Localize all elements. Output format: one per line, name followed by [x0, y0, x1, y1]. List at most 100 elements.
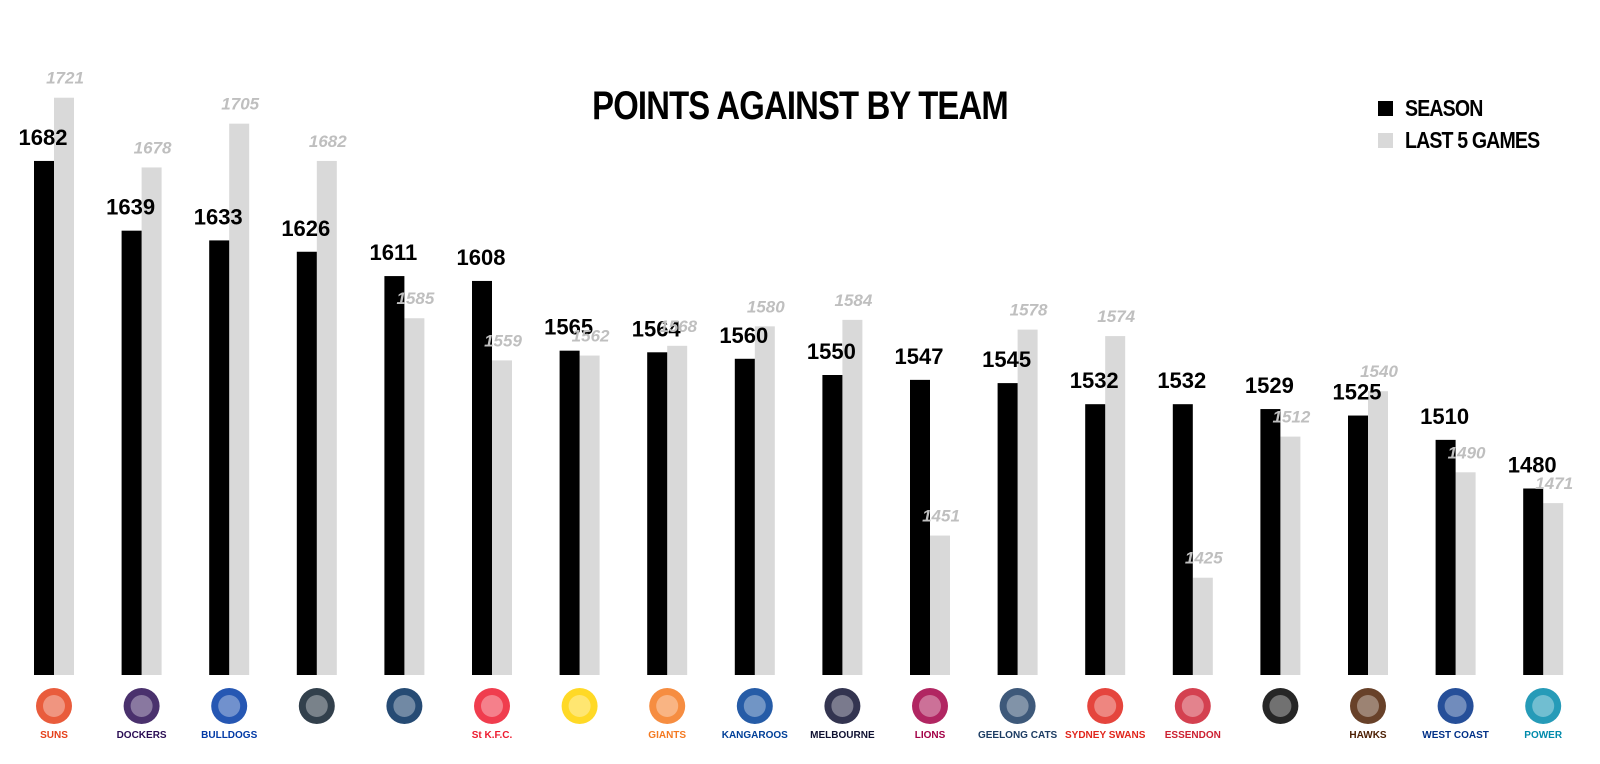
team-logo-power-icon	[1525, 688, 1562, 724]
bar-season-dockers	[121, 230, 142, 676]
label-season-st-k-f-c: 1608	[457, 245, 506, 270]
team-logo-suns-inner-icon	[43, 695, 65, 717]
bar-last5-bulldogs	[229, 123, 250, 675]
bar-season-power	[1523, 488, 1544, 675]
bar-season-bulldogs	[209, 240, 230, 676]
label-last5-collingwood: 1512	[1272, 408, 1310, 427]
team-logo-cats-inner-icon	[1006, 695, 1029, 717]
chart-title: POINTS AGAINST BY TEAM	[592, 84, 1009, 128]
team-logo-giants-icon	[649, 688, 686, 724]
bar-season-adelaide	[384, 276, 405, 675]
legend-label-season: SEASON	[1405, 94, 1483, 121]
bar-season-essendon	[1172, 404, 1193, 675]
label-last5-west-coast: 1490	[1448, 443, 1486, 462]
label-season-power: 1480	[1508, 453, 1557, 478]
team-logo-tigers-icon	[561, 688, 598, 724]
label-last5-giants: 1568	[659, 317, 697, 336]
team-logo-lions-text: LIONS	[915, 730, 946, 741]
team-logo-power-text: POWER	[1524, 730, 1563, 741]
label-last5-hawks: 1540	[1360, 362, 1398, 381]
label-last5-tigers: 1562	[572, 327, 610, 346]
bar-last5-essendon	[1192, 577, 1213, 675]
team-logo-giants-inner-icon	[656, 695, 679, 717]
team-logo-bulldogs-icon	[211, 688, 248, 724]
label-last5-melbourne: 1584	[834, 291, 872, 310]
label-last5-dockers: 1678	[134, 138, 172, 157]
bar-season-carlton	[296, 251, 317, 675]
bar-last5-west-coast	[1455, 472, 1476, 675]
team-logo-tigers-inner-icon	[568, 695, 591, 717]
team-logo-west-coast-inner-icon	[1444, 695, 1467, 717]
legend-swatch-last-5-games	[1378, 132, 1393, 148]
team-logo-lions-icon	[912, 688, 948, 724]
team-logo-power-inner-icon	[1532, 695, 1555, 717]
team-logo-bulldogs-text: BULLDOGS	[201, 730, 257, 741]
team-logo-dockers-text: DOCKERS	[117, 730, 167, 741]
label-last5-bulldogs: 1705	[221, 95, 259, 114]
team-logo-hawks-text: HAWKS	[1349, 730, 1387, 741]
label-season-lions: 1547	[895, 344, 944, 369]
team-logo-dockers-icon	[123, 688, 160, 724]
team-logo-cats-icon	[999, 688, 1036, 724]
bar-season-hawks	[1348, 415, 1368, 675]
label-season-sydney-swans: 1532	[1070, 368, 1119, 393]
team-logo-kangaroos-text: KANGAROOS	[722, 730, 788, 741]
label-last5-kangaroos: 1580	[747, 297, 785, 316]
label-season-essendon: 1532	[1157, 368, 1206, 393]
bar-season-st-k-f-c	[472, 280, 492, 675]
bar-last5-adelaide	[404, 318, 425, 675]
label-last5-essendon: 1425	[1185, 549, 1223, 568]
team-logo-sydney-swans-inner-icon	[1094, 695, 1117, 717]
team-logo-dockers-inner-icon	[130, 695, 153, 717]
bar-last5-sydney-swans	[1105, 336, 1126, 675]
team-logo-suns-text: SUNS	[40, 730, 68, 741]
label-season-giants: 1564	[632, 316, 682, 341]
bar-last5-suns	[54, 97, 74, 676]
bar-season-giants	[647, 352, 668, 675]
bar-season-sydney-swans	[1085, 404, 1106, 675]
label-last5-power: 1471	[1535, 474, 1573, 493]
team-logo-melbourne-icon	[824, 688, 861, 724]
team-logo-lions-inner-icon	[919, 695, 941, 717]
label-season-bulldogs: 1633	[194, 204, 243, 229]
label-season-west-coast: 1510	[1420, 404, 1469, 429]
team-logo-cats-text: GEELONG CATS	[978, 730, 1058, 741]
legend-item-last-5-games: LAST 5 GAMES	[1378, 124, 1563, 156]
label-last5-sydney-swans: 1574	[1097, 307, 1135, 326]
bar-season-west-coast	[1435, 439, 1456, 675]
bar-season-tigers	[559, 350, 580, 675]
label-season-carlton: 1626	[281, 216, 330, 241]
bar-last5-cats	[1017, 329, 1038, 675]
legend-label-last-5-games: LAST 5 GAMES	[1405, 126, 1540, 153]
label-last5-suns: 1721	[46, 69, 84, 88]
bar-last5-melbourne	[842, 319, 863, 675]
team-logo-melbourne-text: MELBOURNE	[810, 730, 875, 741]
label-season-dockers: 1639	[106, 195, 155, 220]
team-logo-kangaroos-inner-icon	[743, 695, 766, 717]
label-last5-adelaide: 1585	[396, 289, 434, 308]
bar-season-lions	[910, 379, 930, 675]
team-logo-adelaide-inner-icon	[393, 695, 416, 717]
team-logo-adelaide-icon	[386, 688, 423, 724]
label-season-tigers: 1565	[544, 315, 593, 340]
team-logo-carlton-icon	[298, 688, 335, 724]
team-logo-collingwood-icon	[1262, 688, 1299, 724]
legend-swatch-season	[1378, 100, 1393, 116]
team-logo-suns-icon	[36, 688, 72, 724]
bar-last5-carlton	[316, 160, 337, 676]
bar-season-kangaroos	[734, 358, 755, 675]
label-season-kangaroos: 1560	[719, 323, 768, 348]
team-logo-west-coast-icon	[1437, 688, 1474, 724]
bar-last5-lions	[930, 535, 950, 675]
bar-last5-tigers	[579, 355, 600, 675]
label-last5-cats: 1578	[1010, 301, 1048, 320]
label-last5-st-k-f-c: 1559	[484, 331, 522, 350]
label-season-hawks: 1525	[1333, 380, 1382, 405]
team-logo-st-k-f-c-inner-icon	[481, 695, 503, 717]
bar-season-melbourne	[822, 375, 843, 675]
label-last5-carlton: 1682	[309, 132, 347, 151]
bar-season-suns	[34, 160, 54, 676]
legend-item-season: SEASON	[1378, 92, 1563, 124]
